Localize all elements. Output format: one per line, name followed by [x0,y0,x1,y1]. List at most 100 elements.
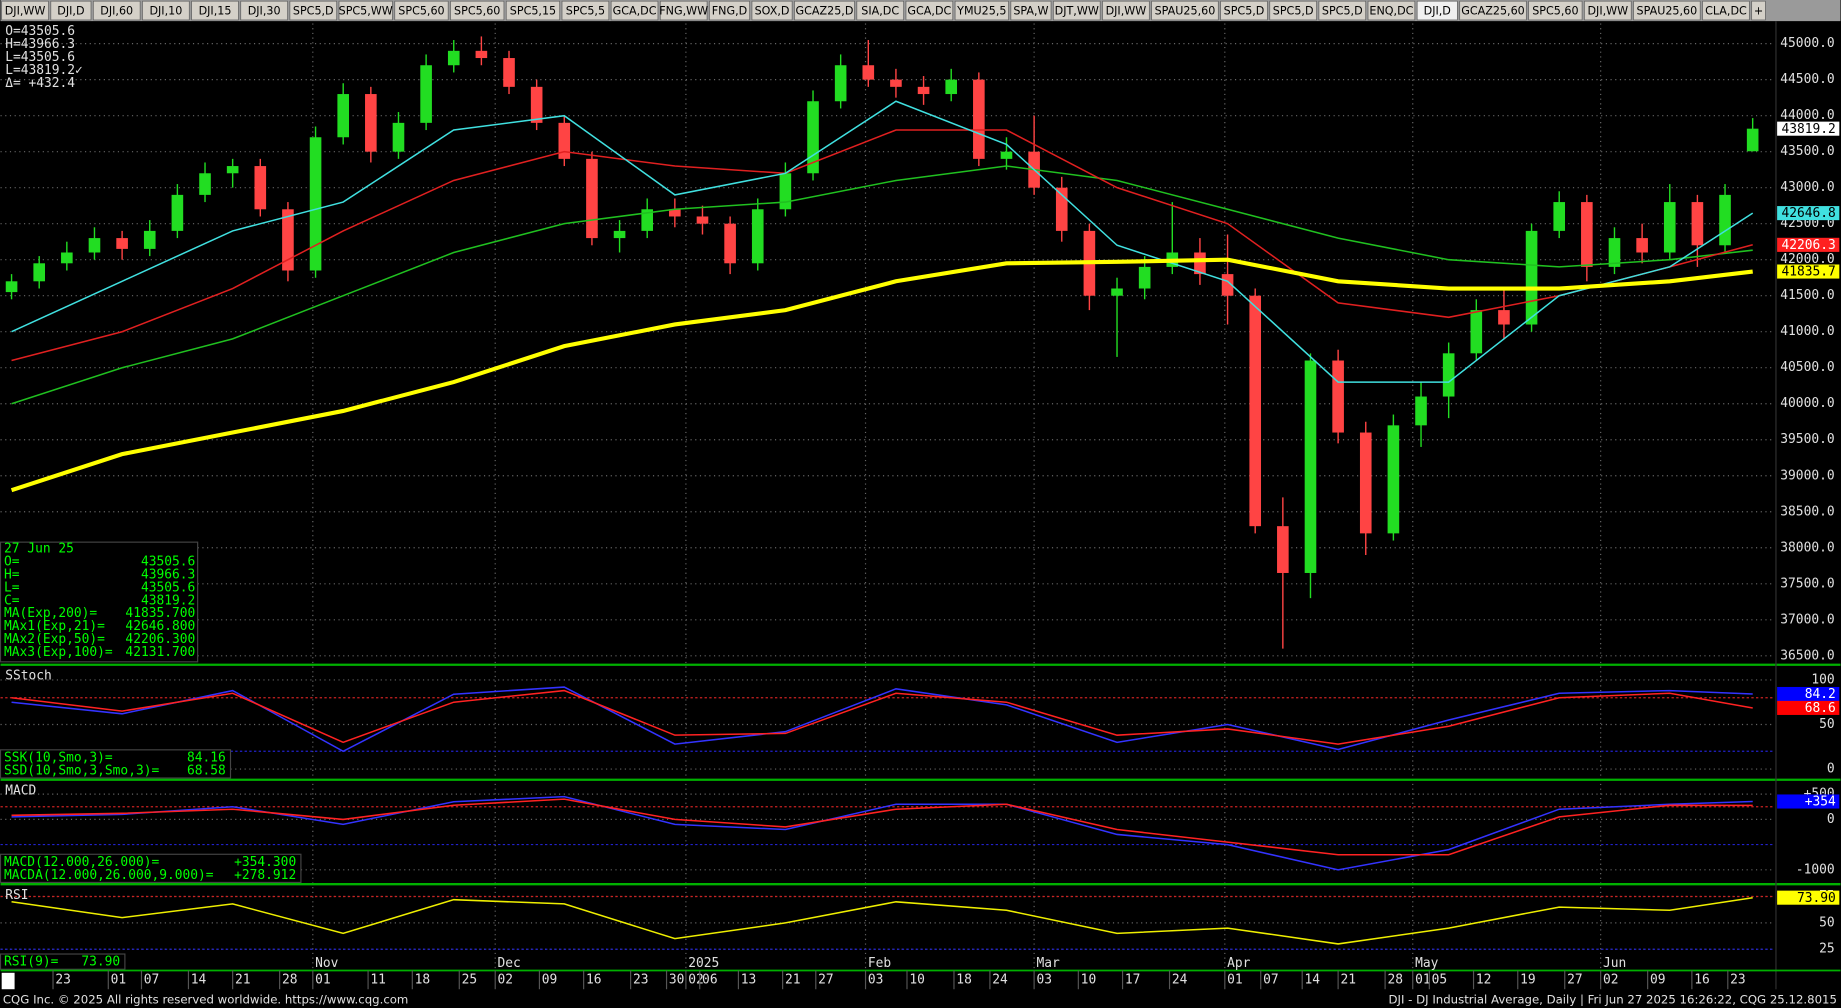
tab-label[interactable]: SPC5,D [1273,5,1314,18]
tab[interactable] [905,0,954,21]
candle-body [807,101,819,174]
tab[interactable] [50,0,92,21]
tab-label[interactable]: SPC5,60 [398,5,444,18]
tab[interactable] [1053,0,1101,21]
tab[interactable] [1367,0,1416,21]
y-tick-label: 38500.0 [1780,504,1834,519]
tab-label[interactable]: SPC5,5 [566,5,605,18]
study-box [0,853,302,884]
tab[interactable] [1269,0,1317,21]
tab[interactable] [751,0,793,21]
tab[interactable] [856,0,904,21]
candle-body [779,173,792,210]
tab[interactable] [1528,0,1583,21]
tab[interactable] [338,0,393,21]
tab-label[interactable]: DJI,WW [1587,5,1628,18]
tab[interactable] [1702,0,1750,21]
tab-label[interactable]: GCA,DC [907,5,951,18]
tab-label[interactable]: DJI,30 [248,5,281,18]
tab[interactable] [954,0,1009,21]
tab-label[interactable]: SPC5,WW [339,5,393,18]
candle-body [337,94,350,138]
tab[interactable] [1,0,49,21]
tab-label[interactable]: DJI,WW [5,5,46,18]
tab-label[interactable]: GCAZ25,60 [1461,5,1524,18]
tab[interactable] [659,0,708,21]
x-tick-label: 19 [1520,972,1536,987]
tab[interactable] [240,0,288,21]
candle-body [309,137,322,271]
tab[interactable] [1584,0,1632,21]
tab[interactable] [92,0,141,21]
candle-body [558,122,571,159]
y-tick-label: 42000.0 [1780,252,1834,267]
info-label: MAx1(Exp,21)= [4,619,105,634]
tab-label[interactable]: SPC5,D [1322,5,1363,18]
tab-label[interactable]: FNG,D [712,5,747,18]
tab-label[interactable]: GCA,DC [613,5,657,18]
info-value: 43505.6 [141,555,195,570]
tab[interactable] [1318,0,1367,21]
tab-label[interactable]: SOX,D [755,5,790,18]
tab-label[interactable]: DJI,D [57,5,84,18]
tab[interactable] [1751,0,1766,21]
month-label: May [1415,956,1439,971]
tab[interactable] [709,0,750,21]
x-tick-label: 14 [1305,972,1321,987]
tab[interactable] [191,0,239,21]
tab[interactable] [289,0,338,21]
tab-label[interactable]: YMU25,5 [956,5,1006,18]
month-label: 2025 [688,956,719,971]
info-value: 43966.3 [141,567,195,582]
tab-label[interactable]: FNG,WW [659,5,708,18]
x-tick-label: 14 [191,972,207,987]
x-tick-label: 09 [1650,972,1666,987]
tab[interactable] [1459,0,1527,21]
tab-label[interactable]: ENQ,DC [1369,5,1413,18]
tab[interactable] [794,0,855,21]
tab[interactable] [1102,0,1150,21]
tab-label[interactable]: CLA,DC [1705,5,1747,18]
x-tick-label: 01 [1227,972,1243,987]
candle-body [613,230,626,239]
tab-label[interactable]: DJI,60 [100,5,133,18]
tab-label[interactable]: DJI,D [1424,5,1451,18]
tab-label[interactable]: SPC5,D [1224,5,1265,18]
tab-label[interactable]: SPC5,D [293,5,334,18]
tab-label[interactable]: + [1754,5,1763,18]
tab[interactable] [1151,0,1219,21]
tab-label[interactable]: SPC5,15 [510,5,556,18]
tab-label[interactable]: GCAZ25,D [796,5,854,18]
tab-label[interactable]: DJI,10 [149,5,182,18]
tab-label[interactable]: DJI,15 [199,5,232,18]
tab[interactable] [142,0,190,21]
x-tick-label: 10 [1081,972,1097,987]
tab[interactable] [610,0,659,21]
y-tick-label: 43500.0 [1780,144,1834,159]
tab[interactable] [1220,0,1268,21]
tab-label[interactable]: SPAU25,60 [1155,5,1216,18]
tab-label[interactable]: DJI,WW [1106,5,1147,18]
value-badge-label: 42206.3 [1781,238,1835,253]
tab[interactable] [1416,0,1458,21]
tab-label[interactable]: SPA,W [1013,5,1048,18]
tab-label[interactable]: SPAU25,60 [1637,5,1698,18]
value-badge-label: 68.6 [1805,701,1836,716]
tab-label[interactable]: SPC5,60 [454,5,500,18]
study-label: RSI(9)= [4,955,59,970]
x-tick-label: 18 [415,972,431,987]
tab[interactable] [1010,0,1052,21]
tab[interactable] [394,0,449,21]
candle-body [420,65,432,123]
value-badge [1777,237,1840,252]
tab-label[interactable]: SIA,DC [861,5,899,18]
candle-body [1194,252,1206,275]
y-tick-label: 39000.0 [1780,468,1834,483]
tab-label[interactable]: DJT,WW [1055,5,1099,18]
tab-label[interactable]: SPC5,60 [1532,5,1578,18]
tab[interactable] [450,0,505,21]
tab[interactable] [1633,0,1701,21]
tab[interactable] [505,0,561,21]
y-tick-label: 44000.0 [1780,108,1834,123]
tab[interactable] [561,0,610,21]
